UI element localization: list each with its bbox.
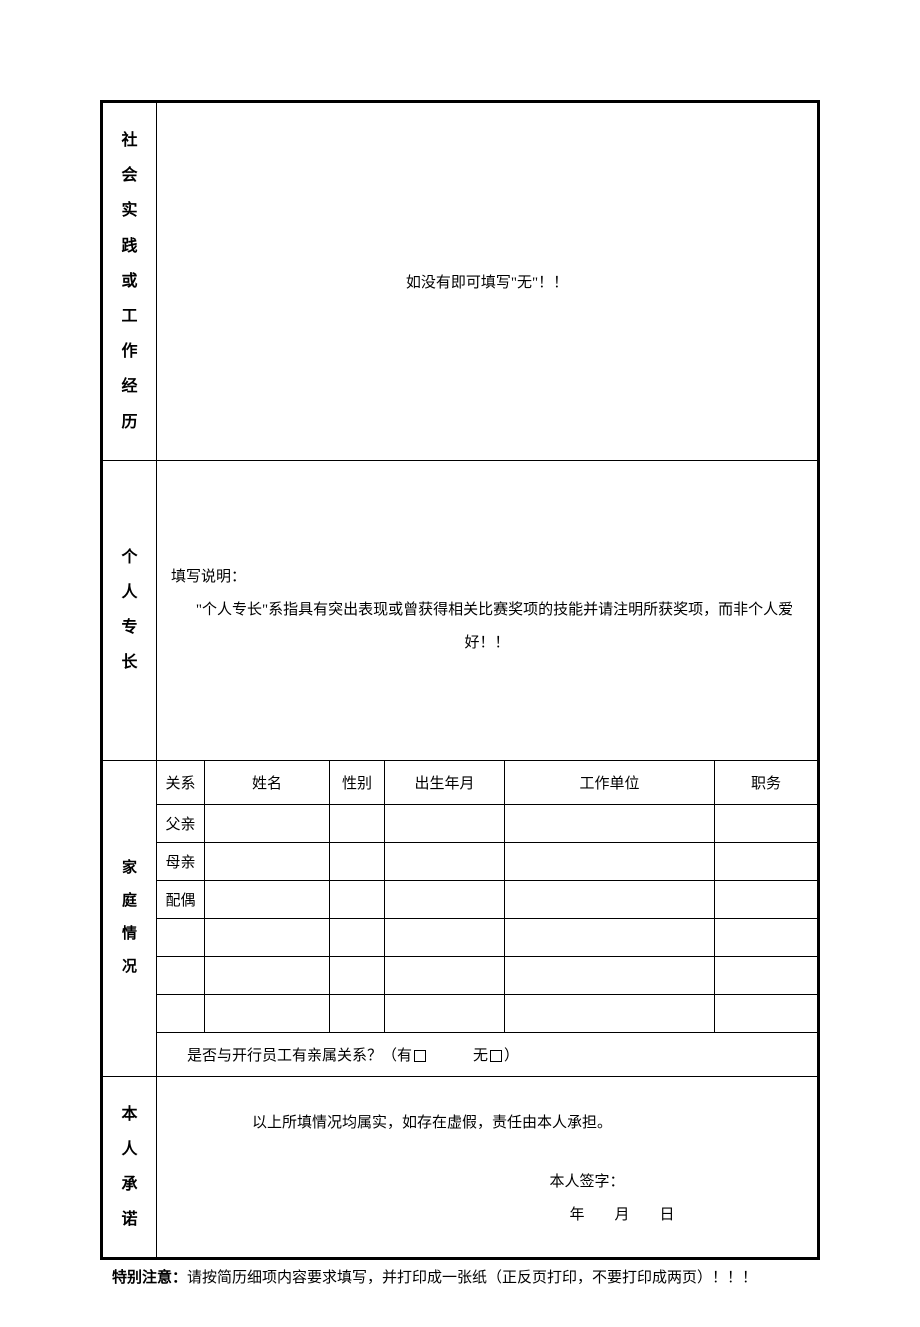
family-col-relation: 关系 — [157, 760, 205, 804]
family-input-cell[interactable] — [330, 880, 385, 918]
family-relation-cell — [157, 956, 205, 994]
family-input-cell[interactable] — [205, 956, 330, 994]
family-input-cell[interactable] — [205, 804, 330, 842]
family-question-row: 是否与开行员工有亲属关系？（有 无 ） — [102, 1032, 819, 1076]
family-data-row: 配偶 — [102, 880, 819, 918]
family-relation-cell: 父亲 — [157, 804, 205, 842]
family-input-cell[interactable] — [505, 918, 715, 956]
family-relation-cell: 母亲 — [157, 842, 205, 880]
date-day: 日 — [660, 1207, 675, 1223]
family-input-cell[interactable] — [205, 994, 330, 1032]
family-input-cell[interactable] — [715, 956, 819, 994]
family-relation-cell — [157, 994, 205, 1032]
commitment-content: 以上所填情况均属实，如存在虚假，责任由本人承担。 本人签字： 年 月 日 — [157, 1076, 819, 1259]
family-input-cell[interactable] — [205, 880, 330, 918]
resume-form-table: 社会实践或工作经历 如没有即可填写"无"！！ 个人专长 填写说明： "个人专长"… — [100, 100, 820, 1260]
commitment-row: 本人承诺 以上所填情况均属实，如存在虚假，责任由本人承担。 本人签字： 年 月 … — [102, 1076, 819, 1259]
family-input-cell[interactable] — [385, 994, 505, 1032]
family-data-row — [102, 994, 819, 1032]
family-input-cell[interactable] — [330, 956, 385, 994]
specialty-content[interactable]: 填写说明： "个人专长"系指具有突出表现或曾获得相关比赛奖项的技能并请注明所获奖… — [157, 460, 819, 760]
family-col-position: 职务 — [715, 760, 819, 804]
family-input-cell[interactable] — [715, 842, 819, 880]
checkbox-no[interactable] — [490, 1050, 502, 1062]
work-experience-row: 社会实践或工作经历 如没有即可填写"无"！！ — [102, 102, 819, 461]
date-year: 年 — [569, 1207, 584, 1223]
commitment-signature[interactable]: 本人签字： — [177, 1166, 797, 1199]
commitment-header: 本人承诺 — [102, 1076, 157, 1259]
specialty-header: 个人专长 — [102, 460, 157, 760]
family-col-birth: 出生年月 — [385, 760, 505, 804]
family-question-middle: 无 — [428, 1048, 488, 1064]
family-input-cell[interactable] — [330, 804, 385, 842]
family-input-cell[interactable] — [505, 956, 715, 994]
family-question-prefix: 是否与开行员工有亲属关系？（有 — [187, 1048, 412, 1064]
family-input-cell[interactable] — [205, 842, 330, 880]
family-question-cell[interactable]: 是否与开行员工有亲属关系？（有 无 ） — [157, 1032, 819, 1076]
footer-note: 特别注意：请按简历细项内容要求填写，并打印成一张纸（正反页打印，不要打印成两页）… — [100, 1266, 820, 1287]
family-question-suffix: ） — [504, 1048, 519, 1064]
family-header-row: 家庭情况 关系 姓名 性别 出生年月 工作单位 职务 — [102, 760, 819, 804]
family-header: 家庭情况 — [102, 760, 157, 1076]
family-input-cell[interactable] — [330, 994, 385, 1032]
family-input-cell[interactable] — [330, 842, 385, 880]
family-input-cell[interactable] — [505, 842, 715, 880]
family-col-name: 姓名 — [205, 760, 330, 804]
family-relation-cell: 配偶 — [157, 880, 205, 918]
footer-text: 请按简历细项内容要求填写，并打印成一张纸（正反页打印，不要打印成两页）！！！ — [187, 1270, 757, 1286]
family-data-row: 父亲 — [102, 804, 819, 842]
family-col-workplace: 工作单位 — [505, 760, 715, 804]
family-input-cell[interactable] — [715, 880, 819, 918]
commitment-statement: 以上所填情况均属实，如存在虚假，责任由本人承担。 — [177, 1107, 797, 1140]
specialty-row: 个人专长 填写说明： "个人专长"系指具有突出表现或曾获得相关比赛奖项的技能并请… — [102, 460, 819, 760]
family-input-cell[interactable] — [385, 804, 505, 842]
family-input-cell[interactable] — [715, 994, 819, 1032]
family-input-cell[interactable] — [505, 880, 715, 918]
family-data-row: 母亲 — [102, 842, 819, 880]
commitment-date[interactable]: 年 月 日 — [177, 1199, 797, 1232]
work-experience-header: 社会实践或工作经历 — [102, 102, 157, 461]
family-input-cell[interactable] — [385, 956, 505, 994]
family-input-cell[interactable] — [715, 918, 819, 956]
family-input-cell[interactable] — [385, 918, 505, 956]
date-month: 月 — [614, 1207, 629, 1223]
family-col-gender: 性别 — [330, 760, 385, 804]
family-input-cell[interactable] — [505, 994, 715, 1032]
checkbox-yes[interactable] — [414, 1050, 426, 1062]
family-input-cell[interactable] — [205, 918, 330, 956]
specialty-label: 填写说明： — [171, 561, 803, 594]
family-input-cell[interactable] — [330, 918, 385, 956]
family-input-cell[interactable] — [715, 804, 819, 842]
family-input-cell[interactable] — [505, 804, 715, 842]
family-data-row — [102, 956, 819, 994]
family-input-cell[interactable] — [385, 842, 505, 880]
footer-bold-label: 特别注意： — [112, 1270, 187, 1286]
work-experience-content[interactable]: 如没有即可填写"无"！！ — [157, 102, 819, 461]
specialty-note: "个人专长"系指具有突出表现或曾获得相关比赛奖项的技能并请注明所获奖项，而非个人… — [171, 594, 803, 660]
family-data-row — [102, 918, 819, 956]
family-input-cell[interactable] — [385, 880, 505, 918]
family-relation-cell — [157, 918, 205, 956]
